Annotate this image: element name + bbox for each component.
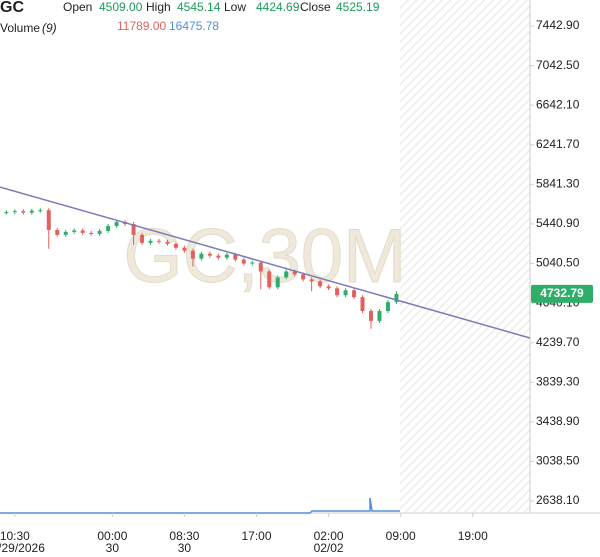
label: Volume — [0, 21, 40, 35]
y-tick-label: 5841.30 — [536, 177, 580, 191]
y-tick-label: 7042.50 — [536, 58, 580, 72]
candle-body — [182, 247, 187, 251]
candle-body — [106, 225, 111, 231]
candle-body — [343, 290, 348, 296]
y-tick-label: 6642.10 — [536, 97, 580, 111]
candle-body — [173, 243, 178, 248]
x-tick-label: 00:00 — [97, 529, 127, 543]
candle-body — [301, 274, 306, 280]
candle-body — [224, 254, 229, 258]
y-tick-label: 5440.90 — [536, 216, 580, 230]
symbol: GC — [0, 0, 24, 16]
value: 11789.00 — [117, 19, 166, 33]
y-tick-label: 3839.30 — [536, 374, 580, 388]
candle-body — [46, 210, 51, 230]
header: GC Open 4509.00 High 4545.14 Low 4424.69… — [0, 0, 380, 35]
label: Close — [300, 0, 331, 14]
candle-body — [216, 255, 221, 258]
candle-body — [21, 211, 26, 213]
value: 4509.00 — [99, 0, 143, 14]
trendline — [0, 186, 531, 339]
candle-body — [140, 234, 145, 243]
y-tick-label: 7442.90 — [536, 18, 580, 32]
candle-body — [199, 253, 204, 259]
candle-body — [369, 311, 373, 321]
label: (9) — [42, 21, 57, 35]
candle-body — [148, 240, 153, 243]
candle-body — [4, 212, 9, 214]
label: Open — [63, 0, 92, 14]
candle-body — [241, 259, 246, 264]
candle-body — [157, 240, 161, 242]
candle-body — [207, 253, 212, 256]
candle-body — [72, 230, 77, 232]
candle-body — [352, 290, 357, 298]
x-tick-label: 09:00 — [386, 529, 416, 543]
x-tick-sublabel: 01/29/2026 — [0, 541, 45, 555]
y-tick-label: 5040.50 — [536, 256, 580, 270]
candle-body — [377, 311, 382, 321]
label: High — [146, 0, 171, 14]
candle-body — [309, 279, 314, 282]
candle-body — [29, 210, 34, 213]
candle-body — [267, 271, 272, 288]
x-tick-label: 10:30 — [0, 529, 30, 543]
candle-body — [190, 250, 195, 259]
candle-body — [258, 262, 263, 272]
candle-body — [284, 271, 289, 278]
x-tick-sublabel: 02/02 — [314, 541, 344, 555]
x-tick-label: 02:00 — [314, 529, 344, 543]
y-tick-label: 4239.70 — [536, 335, 580, 349]
value: 16475.78 — [169, 19, 219, 33]
volume-line — [0, 497, 400, 514]
candle-body — [275, 277, 280, 288]
value: 4525.19 — [336, 0, 380, 14]
candle-body — [38, 210, 43, 212]
candle-body — [80, 230, 85, 233]
candle-body — [250, 262, 255, 264]
x-tick-label: 17:00 — [242, 529, 272, 543]
candle-body — [63, 231, 68, 235]
candle-body — [89, 232, 94, 234]
candle-body — [131, 224, 136, 235]
candle-body — [385, 302, 390, 312]
watermark: GC,30M — [124, 214, 407, 299]
x-tick-sublabel: 30 — [106, 541, 120, 555]
candle-body — [55, 229, 60, 235]
y-tick-label: 2638.10 — [536, 493, 580, 507]
x-tick-label: 19:00 — [458, 529, 488, 543]
candle-body — [292, 271, 297, 275]
value: 4545.14 — [177, 0, 221, 14]
candle-body — [326, 286, 331, 289]
last-price-label: 4732.79 — [540, 286, 584, 300]
future-area — [400, 0, 530, 513]
candle-body — [114, 222, 119, 226]
candle-body — [165, 241, 170, 244]
y-tick-label: 3038.50 — [536, 454, 580, 468]
value: 4424.69 — [256, 0, 300, 14]
candle-body — [97, 230, 102, 234]
x-tick-label: 08:30 — [169, 529, 199, 543]
y-tick-label: 6241.70 — [536, 137, 580, 151]
candle-body — [318, 281, 323, 287]
last-price-box — [531, 284, 593, 303]
x-tick-sublabel: 30 — [178, 541, 192, 555]
candle-body — [335, 288, 340, 296]
candle-body — [394, 293, 399, 303]
label: Low — [224, 0, 246, 14]
y-tick-label: 3438.90 — [536, 414, 580, 428]
candle-body — [360, 297, 365, 312]
candle-body — [233, 254, 238, 260]
candle-body — [12, 211, 17, 213]
